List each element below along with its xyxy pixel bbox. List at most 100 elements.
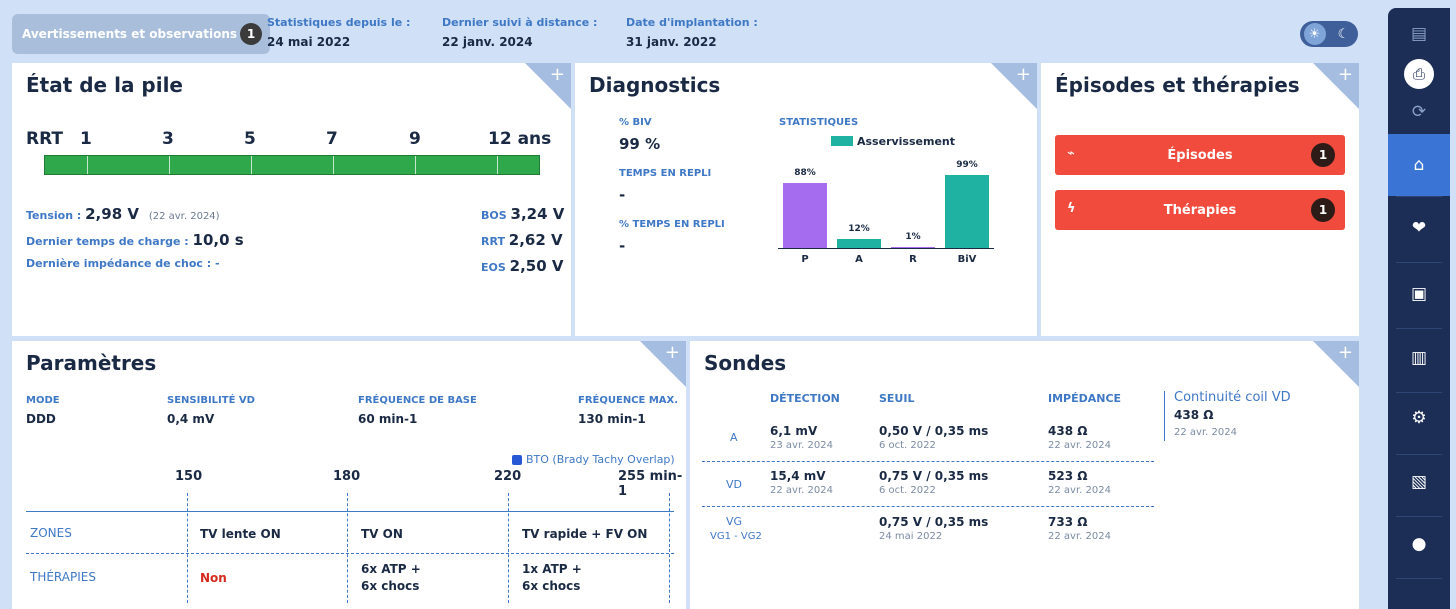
bar-r — [891, 247, 935, 248]
repli-value: - — [619, 186, 626, 204]
params-expand-button[interactable]: + — [640, 341, 686, 387]
home-icon[interactable]: ⌂ — [1388, 134, 1450, 196]
bar-value-label: 88% — [794, 167, 816, 178]
sun-icon[interactable]: ☀ — [1303, 23, 1326, 45]
stats-icon[interactable]: ▥ — [1410, 348, 1428, 368]
episodes-count-badge: 1 — [1311, 143, 1335, 167]
sensitivity-label: SENSIBILITÉ VD — [167, 395, 255, 406]
zone-divider — [347, 493, 348, 603]
pct-repli-value: - — [619, 237, 626, 255]
document-icon[interactable]: ▤ — [1410, 24, 1428, 44]
coil-divider — [1164, 391, 1165, 441]
therapies-button[interactable]: ϟ Thérapies 1 — [1055, 190, 1345, 230]
therapy-vf-atp: 1x ATP + — [522, 562, 582, 576]
therapies-count-badge: 1 — [1311, 198, 1335, 222]
implant-date-label: Date d'implantation : — [626, 16, 758, 29]
warnings-label: Avertissements et observations — [22, 27, 238, 41]
lead-a-detection: 6,1 mV — [770, 424, 818, 438]
theme-toggle[interactable]: ☀ ☾ — [1300, 21, 1358, 47]
scale-tick: 5 — [244, 129, 256, 149]
warnings-count-badge: 1 — [240, 23, 262, 45]
scale-tick: 9 — [409, 129, 421, 149]
zone-fast-vt-vf: TV rapide + FV ON — [522, 527, 648, 541]
plus-icon: + — [1337, 64, 1353, 85]
bar-value-label: 99% — [956, 159, 978, 170]
stats-since-label: Statistiques depuis le : — [267, 16, 411, 29]
stats-label: STATISTIQUES — [779, 117, 859, 128]
base-rate-value: 60 min-1 — [358, 412, 418, 426]
nav-separator — [1396, 392, 1442, 393]
lead-a-detection-date: 23 avr. 2024 — [770, 440, 833, 451]
report-icon[interactable]: ▧ — [1410, 472, 1428, 492]
nav-separator — [1396, 516, 1442, 517]
implant-date-value: 31 janv. 2022 — [626, 35, 717, 49]
episodes-expand-button[interactable]: + — [1313, 63, 1359, 109]
coil-label: Continuité coil VD — [1174, 390, 1291, 405]
tension-row: Tension : 2,98 V (22 avr. 2024) — [26, 205, 220, 223]
scale-tick: 12 ans — [488, 129, 552, 149]
settings-icon[interactable]: ⚙ — [1411, 408, 1427, 428]
episodes-button[interactable]: ⌁ Épisodes 1 — [1055, 135, 1345, 175]
axis-tick: 180 — [333, 469, 361, 484]
last-remote-followup: Dernier suivi à distance : 22 janv. 2024 — [442, 16, 597, 49]
user-icon[interactable]: ● — [1411, 534, 1427, 554]
bar-category-label: A — [855, 254, 863, 265]
plus-icon: + — [664, 342, 680, 363]
zone-divider — [669, 493, 670, 603]
mode-label: MODE — [26, 395, 60, 406]
zones-top-line — [26, 511, 674, 512]
eos-label: EOS — [481, 261, 506, 274]
lead-vg-impedance-date: 22 avr. 2024 — [1048, 531, 1111, 542]
max-rate-label: FRÉQUENCE MAX. — [578, 395, 679, 406]
battery-expand-button[interactable]: + — [525, 63, 571, 109]
bolt-icon: ϟ — [1067, 201, 1076, 216]
params-title: Paramètres — [26, 351, 157, 375]
warnings-button[interactable]: Avertissements et observations 1 — [12, 14, 270, 54]
last-remote-value: 22 janv. 2024 — [442, 35, 533, 49]
bos-row: BOS 3,24 V — [481, 205, 564, 223]
nav-separator — [1396, 454, 1442, 455]
bar-category-label: R — [909, 254, 917, 265]
heart-link-icon[interactable]: ❤ — [1411, 218, 1427, 238]
leads-expand-button[interactable]: + — [1313, 341, 1359, 387]
stats-bar-chart: 88% P 12% A 1% R 99% BiV — [575, 63, 1037, 336]
tension-label: Tension : — [26, 209, 82, 222]
lead-vd-threshold: 0,75 V / 0,35 ms — [879, 469, 989, 483]
lead-a-threshold-date: 6 oct. 2022 — [879, 440, 936, 451]
lead-a-impedance-date: 22 avr. 2024 — [1048, 440, 1111, 451]
lead-a-threshold: 0,50 V / 0,35 ms — [879, 424, 989, 438]
therapy-vt-shocks: 6x chocs — [361, 579, 420, 593]
lead-vd-threshold-date: 6 oct. 2022 — [879, 485, 936, 496]
eos-row: EOS 2,50 V — [481, 257, 563, 275]
therapies-label: Thérapies — [1163, 202, 1237, 218]
tension-date: (22 avr. 2024) — [148, 211, 220, 222]
max-rate-value: 130 min-1 — [578, 412, 646, 426]
bar-value-label: 1% — [905, 232, 921, 242]
right-nav: ▤ ⎙ ⟳ ⌂ ❤ ▣ ▥ ⚙ ▧ ● — [1388, 8, 1450, 609]
bto-swatch — [512, 455, 522, 465]
coil-value: 438 Ω — [1174, 408, 1214, 422]
diagnostics-title: Diagnostics — [589, 73, 721, 97]
moon-icon[interactable]: ☾ — [1337, 26, 1350, 42]
monitor-icon[interactable]: ▣ — [1410, 284, 1428, 304]
leads-title: Sondes — [704, 351, 787, 375]
threshold-header: SEUIL — [879, 392, 915, 405]
battery-level-bar — [44, 155, 540, 175]
bar-category-label: BiV — [957, 254, 977, 265]
sensitivity-value: 0,4 mV — [167, 412, 215, 426]
print-icon[interactable]: ⎙ — [1388, 54, 1450, 94]
biv-value: 99 % — [619, 135, 661, 153]
last-remote-label: Dernier suivi à distance : — [442, 16, 598, 29]
bar-category-label: P — [801, 254, 809, 265]
diagnostics-expand-button[interactable]: + — [991, 63, 1037, 109]
axis-tick: 150 — [175, 469, 203, 484]
axis-tick: 220 — [494, 469, 522, 484]
nav-separator — [1396, 262, 1442, 263]
pct-repli-label: % TEMPS EN REPLI — [619, 219, 725, 230]
sync-icon[interactable]: ⟳ — [1411, 102, 1427, 122]
zone-divider — [508, 493, 509, 603]
rrt-label: RRT — [481, 235, 505, 248]
scale-tick: 7 — [326, 129, 338, 149]
battery-title: État de la pile — [26, 73, 183, 97]
lead-vd-impedance: 523 Ω — [1048, 469, 1088, 483]
